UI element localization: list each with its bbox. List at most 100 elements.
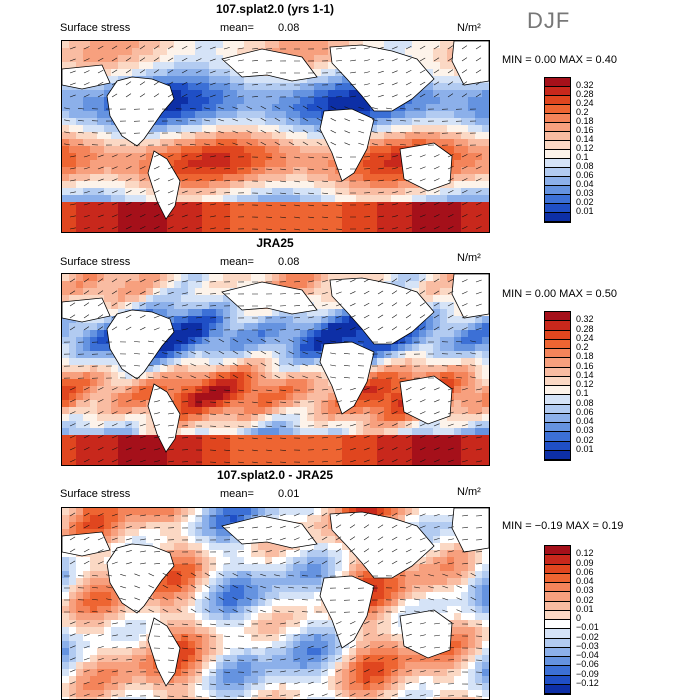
wind-arrow [461, 436, 468, 439]
wind-arrow [237, 551, 245, 553]
wind-arrow [419, 178, 426, 182]
wind-arrow [111, 549, 118, 553]
colorbar-tick-label: −0.03 [576, 640, 599, 651]
wind-arrow [78, 107, 85, 110]
wind-arrow [377, 155, 384, 158]
wind-arrow [167, 202, 174, 206]
wind-arrow [153, 527, 160, 529]
wind-arrow [363, 435, 370, 439]
wind-arrow [335, 524, 342, 529]
wind-arrow [405, 178, 412, 182]
wind-arrow [83, 536, 90, 541]
wind-arrow [204, 608, 211, 613]
wind-arrow [377, 681, 384, 685]
colorbar-tick-label: 0.16 [576, 360, 594, 371]
wind-arrow [475, 178, 482, 182]
wind-arrow [447, 190, 454, 194]
wind-arrow [111, 634, 118, 637]
wind-arrow [363, 459, 370, 463]
colorbar-swatch [545, 312, 570, 322]
wind-arrow [363, 633, 370, 637]
wind-arrow [125, 399, 132, 403]
wind-arrow [125, 226, 132, 230]
wind-arrow [349, 412, 356, 415]
colorbar-swatch [545, 159, 570, 168]
wind-arrow [83, 278, 90, 283]
wind-arrow [274, 574, 281, 577]
wind-arrow [447, 435, 454, 439]
wind-arrow [232, 362, 239, 367]
wind-arrow [167, 57, 174, 62]
wind-arrow [321, 657, 328, 661]
wind-arrow [265, 671, 273, 673]
wind-arrow [167, 683, 175, 685]
colorbar-swatch [545, 675, 570, 685]
wind-arrow [475, 154, 482, 158]
wind-arrow [125, 659, 132, 661]
wind-arrow [195, 70, 202, 74]
wind-arrow [83, 387, 90, 391]
wind-arrow [204, 363, 211, 367]
wind-arrow [181, 81, 188, 86]
wind-arrow [83, 167, 90, 170]
wind-arrow [111, 302, 118, 307]
wind-arrow [475, 214, 482, 218]
wind-arrow [293, 549, 300, 553]
wind-arrow [139, 387, 146, 391]
wind-arrow [330, 352, 337, 355]
wind-arrow [377, 278, 384, 283]
wind-arrow [274, 610, 281, 613]
wind-arrow [153, 563, 160, 565]
wind-arrow [405, 82, 412, 86]
wind-arrow [97, 226, 104, 230]
wind-arrow [335, 536, 342, 541]
wind-arrow [246, 118, 253, 122]
wind-arrow [321, 633, 328, 637]
wind-arrow [97, 459, 104, 463]
wind-arrow [97, 435, 104, 439]
wind-arrow [223, 191, 230, 194]
wind-arrow [316, 364, 323, 367]
wind-arrow [223, 671, 230, 673]
wind-arrow [288, 129, 295, 134]
wind-arrow [181, 280, 188, 283]
wind-arrow [83, 693, 90, 697]
wind-arrow [97, 302, 104, 307]
wind-arrow [139, 279, 146, 283]
wind-arrow [391, 155, 398, 158]
wind-arrow [363, 95, 370, 98]
wind-arrow [419, 411, 426, 415]
wind-arrow [274, 350, 281, 355]
wind-arrow [302, 351, 309, 355]
wind-arrow [377, 82, 384, 86]
continent-outline [399, 609, 453, 659]
wind-arrow [461, 538, 468, 541]
wind-arrow [209, 191, 216, 194]
wind-arrow [447, 526, 454, 529]
wind-arrow [274, 374, 281, 379]
wind-arrow [391, 621, 398, 625]
wind-arrow [433, 81, 440, 86]
wind-arrow [125, 538, 132, 541]
wind-arrow [377, 423, 384, 427]
wind-arrow [167, 635, 175, 637]
wind-arrow [321, 168, 328, 170]
map-panel [61, 273, 490, 466]
wind-arrow [265, 389, 272, 392]
wind-arrow [223, 659, 230, 661]
colorbar-tick-label: 0.02 [576, 594, 594, 605]
wind-arrow [251, 60, 258, 62]
wind-arrow [237, 425, 244, 428]
wind-arrow [293, 658, 300, 661]
wind-arrow [293, 670, 300, 673]
colorbar-swatch [545, 555, 570, 565]
wind-arrow [377, 94, 384, 98]
wind-arrow [279, 670, 286, 673]
wind-arrow [419, 214, 426, 218]
wind-arrow [167, 695, 175, 697]
season-label: DJF [527, 8, 571, 33]
wind-arrow [419, 513, 426, 517]
wind-arrow [447, 387, 454, 391]
wind-arrow [335, 657, 342, 661]
wind-arrow [293, 216, 300, 219]
